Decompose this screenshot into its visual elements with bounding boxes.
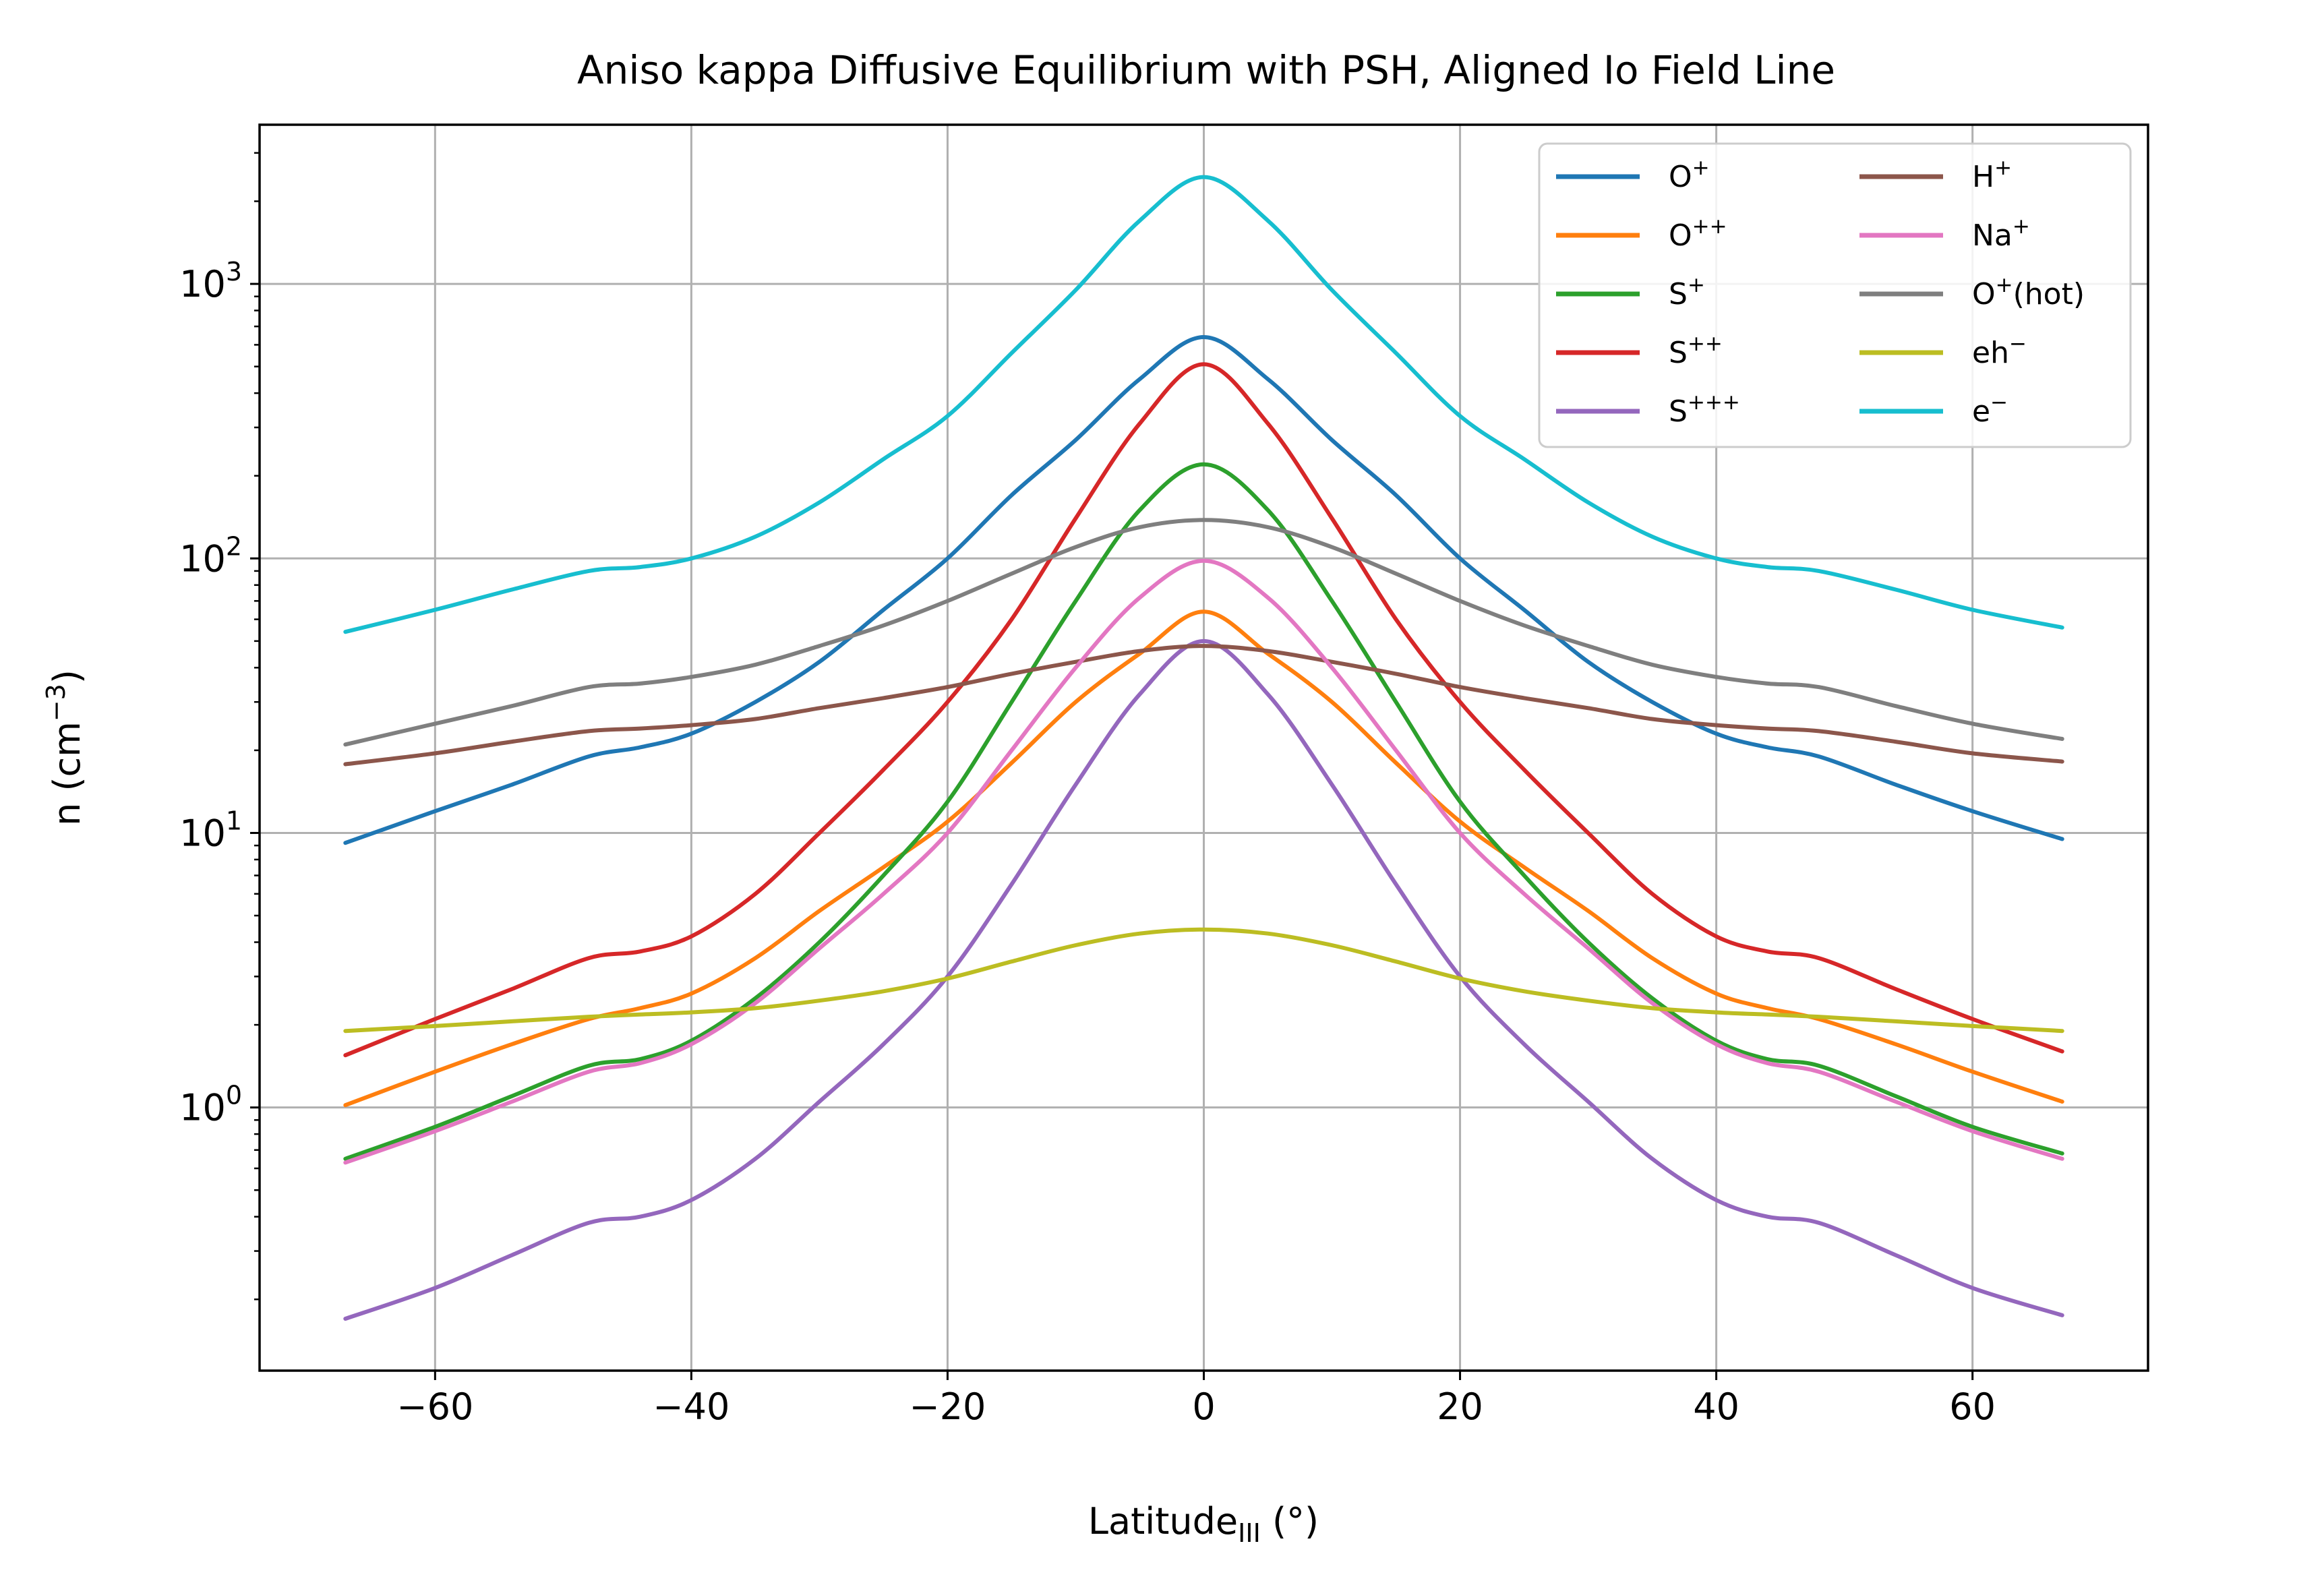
legend-label-superscript: −: [2009, 332, 2027, 356]
legend-label-base: S: [1669, 277, 1688, 311]
x-axis-label-subscript: III: [1238, 1518, 1261, 1548]
y-tick-label-base: 10: [179, 812, 226, 854]
legend-label: O+: [1669, 156, 1710, 194]
legend-label-base: Na: [1972, 218, 2013, 253]
legend-label: H+: [1972, 156, 2012, 194]
y-tick-label-exponent: 2: [226, 531, 242, 561]
x-axis: −60 −40 −20 0 20 40 60: [396, 1371, 1996, 1428]
legend-label-base: H: [1972, 160, 1994, 194]
series-line: [343, 518, 2064, 747]
x-tick-label: 0: [1192, 1385, 1215, 1428]
series-line: [343, 335, 2064, 845]
series-line: [343, 558, 2064, 1165]
legend-label-base: S: [1669, 336, 1688, 370]
series-line: [343, 362, 2064, 1058]
y-axis-label: n (cm−3): [41, 669, 88, 826]
y-tick-label-base: 10: [179, 1087, 226, 1129]
legend-label-superscript: −: [1990, 390, 2008, 415]
legend-label-superscript: +++: [1688, 390, 1740, 415]
legend-label-base: O: [1972, 277, 1996, 311]
x-tick-label: −40: [653, 1385, 729, 1428]
x-tick-label: 40: [1693, 1385, 1739, 1428]
y-tick-label-exponent: 0: [226, 1081, 242, 1110]
legend-label-superscript: +: [2013, 214, 2030, 239]
y-tick-label-exponent: 1: [226, 806, 242, 835]
series-line: [343, 609, 2064, 1108]
y-axis-label-superscript: −3: [41, 684, 71, 721]
x-tick-label: −20: [909, 1385, 986, 1428]
legend-label-superscript: +: [1688, 273, 1705, 297]
legend-box: [1538, 142, 2132, 448]
series-line: [343, 644, 2064, 767]
legend-label-superscript: +: [1996, 273, 2013, 297]
y-axis-label-suffix: ): [46, 669, 88, 684]
legend-label: S+: [1669, 273, 1705, 311]
legend-label: O+(hot): [1972, 273, 2085, 311]
legend-label: S+++: [1669, 390, 1740, 429]
y-tick-label: 103: [179, 257, 242, 305]
legend-label-base: O: [1669, 218, 1692, 253]
legend-label-base: S: [1669, 394, 1688, 429]
x-axis-label: LatitudeIII (°): [1088, 1500, 1319, 1548]
legend-label-superscript: ++: [1692, 214, 1727, 239]
legend-label: S++: [1669, 332, 1723, 370]
legend-label: O++: [1669, 214, 1727, 253]
legend-label-superscript: +: [1692, 156, 1710, 180]
legend-label-base: e: [1972, 394, 1990, 429]
legend-label-superscript: +: [1994, 156, 2012, 180]
legend-label: eh−: [1972, 332, 2027, 370]
y-tick-label-base: 10: [179, 537, 226, 580]
series-line: [343, 462, 2064, 1161]
y-tick-label: 101: [179, 806, 242, 854]
series-line: [343, 175, 2064, 634]
legend-label-base: eh: [1972, 336, 2009, 370]
x-tick-label: 60: [1949, 1385, 1996, 1428]
y-tick-label-base: 10: [179, 263, 226, 305]
legend-label-base: O: [1669, 160, 1692, 194]
x-tick-label: −60: [396, 1385, 473, 1428]
legend-label-superscript: ++: [1688, 332, 1723, 356]
legend-entries: O+O++S+S++S+++H+Na+O+(hot)eh−e−: [1556, 156, 2085, 429]
y-tick-label: 100: [179, 1081, 242, 1129]
chart-title: Aniso kappa Diffusive Equilibrium with P…: [577, 47, 1835, 93]
series-line: [343, 638, 2064, 1321]
series-lines: [343, 175, 2064, 1321]
y-tick-label-exponent: 3: [226, 257, 242, 287]
x-tick-label: 20: [1437, 1385, 1483, 1428]
legend-label-suffix: (hot): [2013, 277, 2085, 311]
y-tick-label: 102: [179, 531, 242, 580]
y-axis-label-base: n (cm: [46, 721, 88, 826]
legend-label: e−: [1972, 390, 2008, 429]
series-line: [343, 927, 2064, 1034]
legend-label: Na+: [1972, 214, 2030, 253]
x-axis-label-suffix: (°): [1261, 1500, 1319, 1543]
legend: O+O++S+S++S+++H+Na+O+(hot)eh−e−: [1538, 142, 2132, 448]
x-axis-label-base: Latitude: [1088, 1500, 1238, 1543]
